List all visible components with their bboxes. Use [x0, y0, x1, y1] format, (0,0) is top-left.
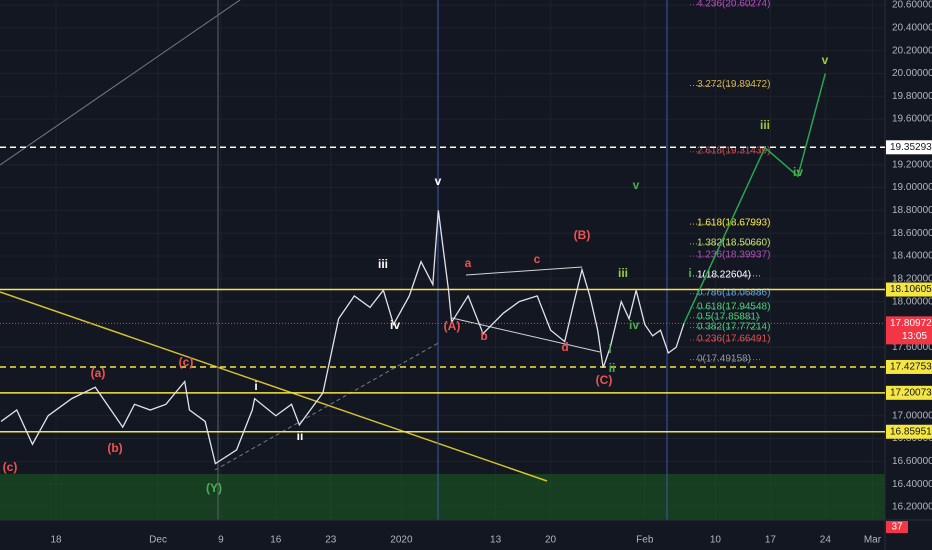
fib-label: 4.236(20.60274)	[697, 0, 770, 9]
x-tick-label: 20	[545, 535, 557, 546]
wave-label: iii	[378, 257, 388, 271]
wave-label: ii	[609, 361, 616, 375]
fib-label: 0.786(18.06886)	[697, 287, 770, 298]
y-tick-label: 16.20000	[892, 502, 932, 513]
level-label: 18.10605	[890, 284, 932, 295]
y-tick-label: 20.60000	[892, 0, 932, 11]
volume-box	[886, 521, 908, 533]
wave-label: iv	[390, 318, 400, 332]
y-tick-label: 19.20000	[892, 159, 932, 170]
y-tick-label: 20.20000	[892, 45, 932, 56]
channel-line	[451, 317, 601, 353]
level-label: 17.42753	[890, 362, 932, 373]
x-tick-label: 2020	[390, 535, 413, 546]
level-label: 19.35293	[890, 142, 932, 153]
volume-zone	[0, 474, 885, 520]
x-tick-label: 10	[710, 535, 722, 546]
level-box	[886, 385, 932, 400]
wave-label: iii	[760, 118, 770, 132]
fib-label: 0.236(17.66491)	[697, 334, 770, 345]
y-tick-label: 16.40000	[892, 479, 932, 490]
y-tick-label: 20.40000	[892, 22, 932, 33]
fib-label: 3.272(19.89472)	[697, 79, 770, 90]
fib-label: 0(17.49158)	[697, 353, 751, 364]
wave-label: c	[534, 252, 541, 266]
y-tick-label: 20.00000	[892, 68, 932, 79]
fib-label: 1(18.22604)	[697, 269, 751, 280]
projection-line	[214, 341, 441, 471]
trend-line	[0, 291, 548, 482]
wave-label: i	[688, 266, 691, 280]
current-price-label: 17.80972	[890, 318, 932, 329]
wave-label: (b)	[107, 441, 122, 455]
x-tick-label: 13	[490, 535, 502, 546]
y-tick-label: 18.40000	[892, 251, 932, 262]
wave-label: v	[633, 178, 640, 192]
fib-label: 1.382(18.50660)	[697, 237, 770, 248]
y-tick-label: 17.00000	[892, 410, 932, 421]
level-box	[886, 140, 932, 155]
wave-label: iv	[629, 318, 639, 332]
y-tick-label: 18.00000	[892, 296, 932, 307]
wave-label: ii	[297, 429, 304, 443]
level-box	[886, 424, 932, 439]
y-tick-label: 19.60000	[892, 114, 932, 125]
x-tick-label: 16	[270, 535, 282, 546]
current-price-box	[886, 316, 932, 345]
fib-label: 0.618(17.94548)	[697, 302, 770, 313]
x-tick-label: 24	[820, 535, 832, 546]
wave-label: i	[254, 379, 257, 393]
trend-line	[0, 0, 241, 166]
wave-label: i	[608, 342, 611, 356]
price-path	[0, 210, 685, 465]
level-label: 16.85951	[890, 426, 932, 437]
wave-label: iii	[618, 266, 628, 280]
wave-label: d	[561, 340, 568, 354]
x-tick-label: Dec	[149, 535, 167, 546]
projection-path	[683, 73, 827, 324]
x-tick-label: 23	[325, 535, 337, 546]
level-label: 17.20073	[890, 387, 932, 398]
x-tick-label: 18	[50, 535, 62, 546]
x-tick-label: 17	[765, 535, 777, 546]
y-tick-label: 19.80000	[892, 91, 932, 102]
y-tick-label: 18.20000	[892, 273, 932, 284]
x-tick-label: 9	[218, 535, 224, 546]
y-tick-label: 18.80000	[892, 205, 932, 216]
x-tick-label: Mar	[864, 535, 882, 546]
wave-label: b	[480, 329, 487, 343]
wave-label: (Y)	[206, 481, 222, 495]
wave-label: iv	[793, 165, 803, 179]
fib-label: 2.618(19.31439)	[697, 145, 770, 156]
y-tick-label: 18.60000	[892, 228, 932, 239]
volume-label: 37	[891, 522, 903, 533]
y-tick-label: 19.00000	[892, 182, 932, 193]
wave-label: (a)	[91, 366, 106, 380]
fib-label: 1.236(18.39937)	[697, 250, 770, 261]
countdown-label: 13:05	[902, 331, 927, 342]
level-box	[886, 282, 932, 297]
wave-label: (B)	[574, 228, 591, 242]
wave-label: v	[822, 53, 829, 67]
fib-label: 0.5(17.85881)	[697, 311, 759, 322]
wave-label: a	[465, 256, 472, 270]
fib-label: 0.382(17.77214)	[697, 321, 770, 332]
y-tick-label: 17.60000	[892, 342, 932, 353]
wave-label: v	[435, 174, 442, 188]
wave-label: (A)	[444, 319, 461, 333]
y-tick-label: 16.60000	[892, 456, 932, 467]
level-box	[886, 359, 932, 374]
x-tick-label: Feb	[636, 535, 654, 546]
wave-label: (C)	[596, 373, 613, 387]
channel-line	[465, 266, 583, 276]
wave-label: (c)	[179, 355, 194, 369]
fib-label: 1.618(18.67993)	[697, 218, 770, 229]
wave-label: (c)	[3, 460, 18, 474]
